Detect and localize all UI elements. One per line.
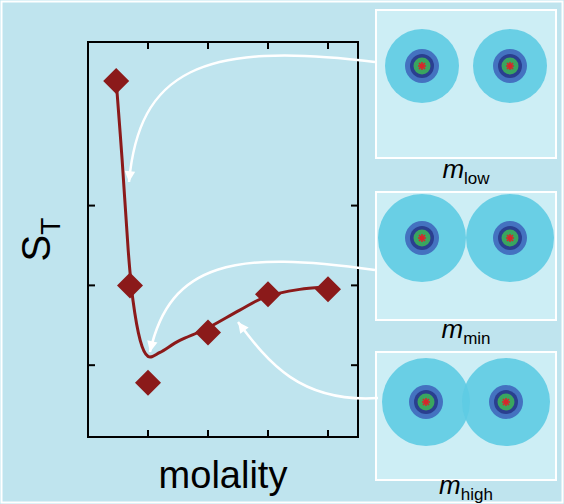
panel-label-sub: min [463,329,490,348]
ion [502,230,519,247]
outer-frame [2,2,563,503]
arrow-head [147,340,157,352]
x-tick [207,430,209,437]
ion [418,394,435,411]
data-point [255,281,281,307]
panel-label-main: m [439,470,461,500]
x-tick-top [207,42,209,49]
ion-ring [498,226,522,250]
y-tick-right [351,205,358,207]
charge [506,62,514,70]
pointer-arrow [129,55,375,182]
hydration-shell [378,194,466,282]
ion-ring [414,390,438,414]
y-tick [88,284,95,286]
panel-label: mmin [441,314,490,348]
background [0,0,564,504]
illustration-panel [376,192,556,320]
y-axis-title-sub: T [35,218,66,235]
ion-ring [498,54,522,78]
pointer-arrow [150,262,375,352]
x-tick [147,430,149,437]
plot-frame [88,42,358,437]
panel-label: mlow [442,154,490,188]
hydration-shell [462,358,550,446]
y-axis-title-main: S [14,235,58,262]
y-tick [88,205,95,207]
x-tick-top [267,42,269,49]
data-point [195,319,221,345]
ion-ring [410,54,434,78]
ion [502,58,519,75]
arrow-head [125,171,135,182]
x-tick [327,430,329,437]
panel-label-main: m [442,154,464,184]
x-tick-top [147,42,149,49]
ion-ring [494,390,518,414]
x-tick-top [327,42,329,49]
ion [498,394,515,411]
data-point [117,272,143,298]
data-point [315,276,341,302]
charge [418,234,426,242]
x-axis-title: molality [159,454,288,496]
charge [422,398,430,406]
fit-curve [116,81,327,357]
x-tick [267,430,269,437]
plot-marks [103,68,341,396]
data-point [135,370,161,396]
ion [414,230,431,247]
ion-ring [410,226,434,250]
chart: molalitySTmlowmminmhigh [0,0,564,504]
inner-shell [409,385,443,419]
charge [506,234,514,242]
inner-shell [405,221,439,255]
charge [418,62,426,70]
inner-shell [489,385,523,419]
data-point [103,68,129,94]
panel-label-sub: low [464,169,490,188]
illustration-panel [376,352,556,480]
y-tick-right [351,284,358,286]
arrow-head [238,322,249,334]
panel-label-sub: high [461,485,493,504]
ion [414,58,431,75]
hydration-shell [466,194,554,282]
y-tick-right [351,364,358,366]
inner-shell [493,221,527,255]
hydration-shell [473,29,547,103]
charge [502,398,510,406]
inner-shell [405,49,439,83]
y-tick [88,364,95,366]
hydration-shell [385,29,459,103]
pointer-arrow [238,322,378,398]
panel-label: mhigh [439,470,493,504]
inner-shell [493,49,527,83]
y-axis-title: ST [14,218,66,262]
illustration-panel [376,10,556,158]
panel-label-main: m [441,314,463,344]
hydration-shell [382,358,470,446]
